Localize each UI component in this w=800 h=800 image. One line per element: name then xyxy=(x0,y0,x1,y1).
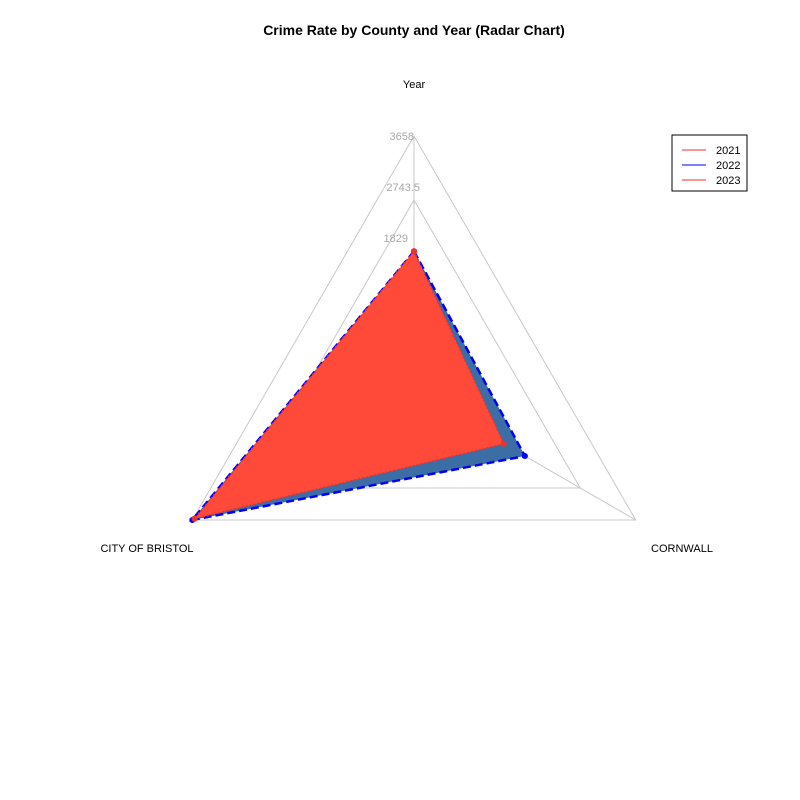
tick-label-1829: 1829 xyxy=(384,233,408,245)
radial-tick-labels: 1829 2743.5 3658 xyxy=(384,131,420,245)
series-area-2023 xyxy=(192,249,505,520)
legend: 2021 2022 2023 xyxy=(671,134,748,192)
axis-label-city-of-bristol: CITY OF BRISTOL xyxy=(100,543,193,555)
axis-label-cornwall: CORNWALL xyxy=(651,543,713,555)
series-point-2023-cornwall xyxy=(500,440,507,447)
series-point-2023-year xyxy=(411,248,417,255)
tick-label-3658: 3658 xyxy=(390,131,414,143)
legend-label-2022: 2022 xyxy=(716,160,740,172)
series-2023 xyxy=(191,248,507,522)
legend-label-2023: 2023 xyxy=(716,175,740,187)
legend-box xyxy=(671,134,748,192)
grid-ring-4 xyxy=(191,135,637,521)
radar-series xyxy=(189,248,528,523)
series-point-2023-city-of-bristol xyxy=(191,515,198,522)
chart-title: Crime Rate by County and Year (Radar Cha… xyxy=(263,22,565,38)
series-point-2022-cornwall xyxy=(521,453,528,460)
tick-label-2743: 2743.5 xyxy=(386,182,420,194)
grid-ring-3 xyxy=(246,198,582,489)
legend-label-2021: 2021 xyxy=(716,145,740,157)
axis-label-year: Year xyxy=(403,79,426,91)
